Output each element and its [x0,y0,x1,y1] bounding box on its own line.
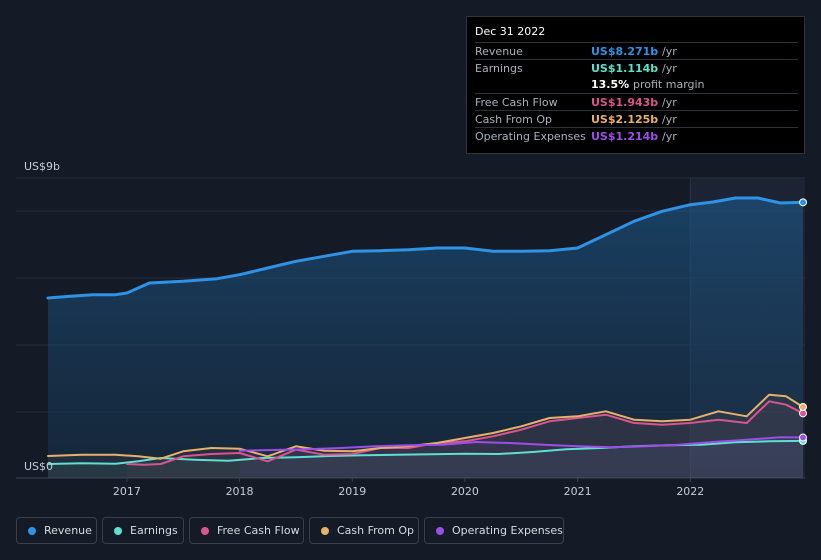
tooltip-row-value: US$2.125b /yr [591,113,677,126]
tooltip-date: Dec 31 2022 [475,25,546,38]
tooltip-row: Free Cash Flow US$1.943b /yr [475,93,798,111]
earnings-area [48,440,803,478]
legend-item-cash-from-op[interactable]: Cash From Op [309,517,419,544]
tooltip-row-unit: /yr [662,62,677,75]
y-axis-top-label: US$9b [24,160,60,173]
tooltip-row-label: Cash From Op [475,113,553,126]
cash-from-op-area [48,394,803,478]
tooltip-row: Cash From Op US$2.125b /yr [475,110,798,128]
tooltip-row-value: US$1.943b /yr [591,96,677,109]
legend-item-free-cash-flow[interactable]: Free Cash Flow [189,517,304,544]
legend-item-operating-expenses[interactable]: Operating Expenses [424,517,564,544]
revenue-area [48,198,803,478]
tooltip-row: Revenue US$8.271b /yr [475,42,798,60]
cash-from-op-line[interactable] [47,393,804,460]
revenue-end-marker [799,198,807,207]
tooltip-row: 13.5% profit margin [475,76,798,93]
x-tick-label: 2022 [676,485,704,498]
legend-dot-icon [114,527,122,535]
x-tick-label: 2020 [451,485,479,498]
legend-item-revenue[interactable]: Revenue [16,517,97,544]
tooltip-row-value: US$1.114b /yr [591,62,677,75]
tooltip-row-label: Earnings [475,62,523,75]
legend-dot-icon [436,527,444,535]
x-tick-label: 2021 [564,485,592,498]
tooltip-row-value: US$8.271b /yr [591,45,677,58]
legend-label: Operating Expenses [452,524,563,537]
cash-from-op-end-marker [799,403,807,411]
x-tick-label: 2018 [226,485,254,498]
tooltip-row-label: Revenue [475,45,523,58]
legend-item-earnings[interactable]: Earnings [102,517,184,544]
tooltip-row-unit: /yr [662,96,677,109]
x-tick-label: 2017 [113,485,141,498]
tooltip-row-unit: /yr [662,113,677,126]
legend-label: Earnings [130,524,178,537]
data-tooltip: Dec 31 2022 Revenue US$8.271b /yr Earnings… [466,16,805,154]
operating-expenses-end-marker [799,433,807,442]
y-axis-bottom-label: US$0 [24,460,53,473]
x-tick-label: 2019 [338,485,366,498]
tooltip-row-label: Operating Expenses [475,130,586,143]
tooltip-row-unit: /yr [662,45,677,58]
tooltip-row: Earnings US$1.114b /yr [475,59,798,77]
tooltip-row-unit: /yr [662,130,677,143]
tooltip-row-unit: profit margin [633,78,705,91]
legend-label: Free Cash Flow [217,524,300,537]
revenue-line[interactable] [46,196,805,300]
legend-dot-icon [201,527,209,535]
free-cash-flow-line[interactable] [125,400,804,466]
legend-label: Cash From Op [337,524,415,537]
legend-dot-icon [321,527,329,535]
tooltip-row-label: Free Cash Flow [475,96,558,109]
legend-dot-icon [28,527,36,535]
tooltip-row: Operating Expenses US$1.214b /yr [475,127,798,145]
tooltip-row-value: US$1.214b /yr [591,130,677,143]
free-cash-flow-area [126,401,803,478]
tooltip-row-value: 13.5% profit margin [591,78,705,91]
operating-expenses-line[interactable] [238,436,804,452]
legend-label: Revenue [44,524,92,537]
